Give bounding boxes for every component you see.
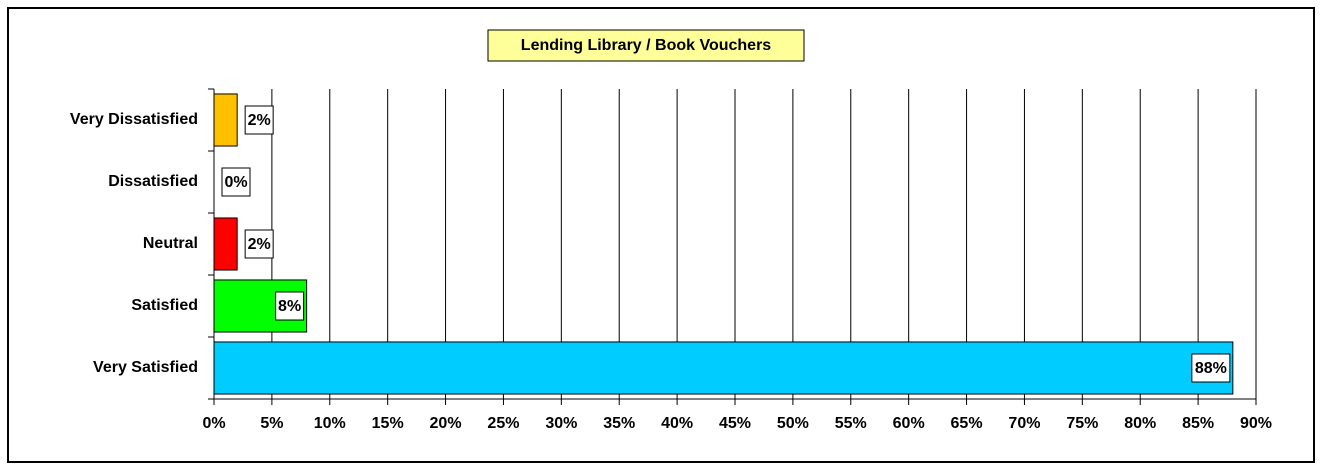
x-tick-label: 15% <box>372 415 404 432</box>
y-tick-label: Very Dissatisfied <box>70 111 198 128</box>
y-tick-label: Neutral <box>143 235 198 252</box>
x-tick-label: 85% <box>1182 415 1214 432</box>
x-tick-label: 30% <box>545 415 577 432</box>
x-tick-label: 35% <box>603 415 635 432</box>
x-tick-label: 50% <box>777 415 809 432</box>
value-label: 2% <box>248 112 271 129</box>
bar <box>213 217 238 271</box>
x-tick-label: 25% <box>487 415 519 432</box>
x-tick-label: 55% <box>835 415 867 432</box>
x-tick-label: 80% <box>1124 415 1156 432</box>
y-tick-label: Dissatisfied <box>108 173 198 190</box>
title-box <box>487 29 805 62</box>
x-tick-label: 75% <box>1066 415 1098 432</box>
value-label-box <box>244 105 274 135</box>
y-tick-label: Satisfied <box>131 297 198 314</box>
x-tick-label: 65% <box>951 415 983 432</box>
x-tick-label: 70% <box>1008 415 1040 432</box>
value-label: 2% <box>248 236 271 253</box>
x-tick-label: 10% <box>314 415 346 432</box>
value-label: 88% <box>1195 360 1227 377</box>
chart-title: Lending Library / Book Vouchers <box>521 37 772 54</box>
value-label-box <box>275 291 305 321</box>
y-tick-label: Very Satisfied <box>93 359 198 376</box>
x-tick-label: 90% <box>1240 415 1272 432</box>
value-label: 8% <box>278 298 301 315</box>
x-tick-label: 45% <box>719 415 751 432</box>
bar <box>213 341 1234 395</box>
x-tick-label: 60% <box>893 415 925 432</box>
value-label-box <box>221 167 251 197</box>
x-tick-label: 5% <box>260 415 283 432</box>
bar <box>213 93 238 147</box>
value-label-box <box>1191 353 1231 383</box>
x-tick-label: 0% <box>202 415 225 432</box>
value-label: 0% <box>224 174 247 191</box>
value-label-box <box>244 229 274 259</box>
x-tick-label: 40% <box>661 415 693 432</box>
x-tick-label: 20% <box>430 415 462 432</box>
